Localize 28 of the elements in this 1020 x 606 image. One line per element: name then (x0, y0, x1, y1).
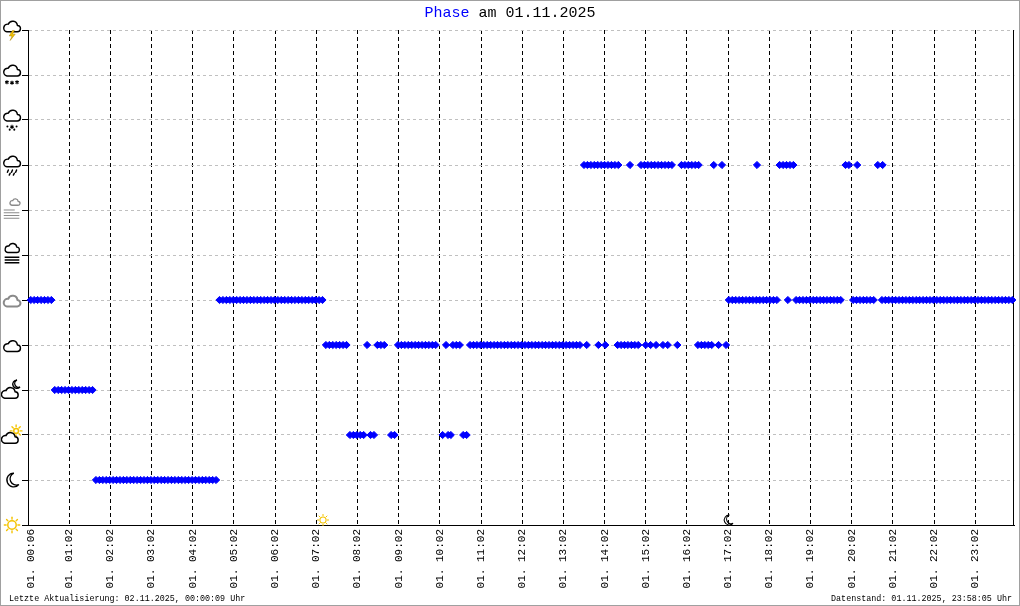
chart-title: am 01.11.2025 (478, 5, 596, 22)
text: Datenstand: 01.11.2025, 23:58:05 Uhr (831, 594, 1012, 604)
x-tick-label: 01. 06:02 (269, 529, 282, 589)
x-tick-label: 01. 04:02 (186, 529, 199, 589)
x-tick-label: 01. 05:02 (227, 529, 240, 589)
x-tick-label: 01. 09:02 (392, 529, 405, 589)
x-tick-label: 01. 19:02 (804, 529, 817, 589)
text: Phase (424, 5, 470, 22)
x-tick-label: 01. 14:02 (598, 529, 611, 589)
x-tick-label: 01. 08:02 (351, 529, 364, 589)
x-tick-label: 01. 22:02 (927, 529, 940, 589)
x-tick-label: 01. 07:02 (310, 529, 323, 589)
x-tick-label: 01. 17:02 (722, 529, 735, 589)
x-tick-label: 01. 11:02 (474, 529, 487, 589)
x-tick-label: 01. 23:02 (969, 529, 982, 589)
x-tick-label: 01. 12:02 (516, 529, 529, 589)
x-tick-label: 01. 20:02 (845, 529, 858, 589)
x-tick-label: 01. 15:02 (639, 529, 652, 589)
x-tick-label: 01. 02:02 (104, 529, 117, 589)
x-tick-label: 01. 18:02 (763, 529, 776, 589)
x-tick-label: 01. 16:02 (680, 529, 693, 589)
x-tick-label: 01. 13:02 (557, 529, 570, 589)
x-tick-label: 01. 00:06 (24, 529, 37, 589)
x-tick-label: 01. 03:02 (145, 529, 158, 589)
x-tick-label: 01. 21:02 (886, 529, 899, 589)
text: Letzte Aktualisierung: 02.11.2025, 00:00:09 Uhr (9, 594, 246, 604)
x-tick-label: 01. 01:02 (63, 529, 76, 589)
x-tick-label: 01. 10:02 (433, 529, 446, 589)
